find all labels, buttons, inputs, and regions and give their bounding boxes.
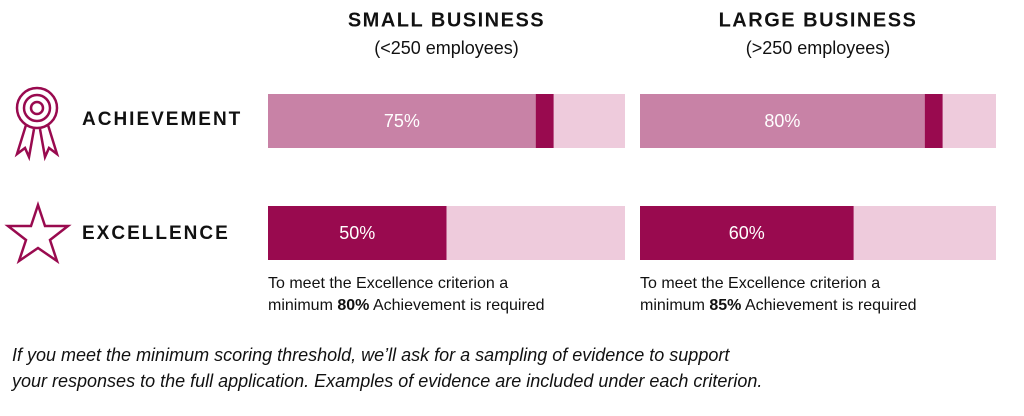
note-text: Achievement is required — [745, 297, 917, 314]
column-title: SMALL BUSINESS — [348, 9, 545, 31]
footnote: your responses to the full application. … — [10, 371, 762, 391]
note-line: To meet the Excellence criterion a — [268, 275, 508, 292]
value-label: 50% — [339, 223, 375, 243]
note-threshold: 85% — [709, 297, 741, 314]
row-label: EXCELLENCE — [82, 223, 230, 244]
star-icon — [4, 201, 72, 265]
value-label: 60% — [729, 223, 765, 243]
note-threshold: 80% — [337, 297, 369, 314]
footnote: If you meet the minimum scoring threshol… — [12, 345, 730, 365]
column-subtitle: (>250 employees) — [746, 38, 891, 58]
note-line: To meet the Excellence criterion a — [640, 275, 880, 292]
value-label: 75% — [384, 111, 420, 131]
bar — [268, 206, 447, 260]
value-label: 80% — [764, 111, 800, 131]
threshold-marker — [924, 94, 943, 148]
bar — [640, 206, 854, 260]
note-text: minimum — [268, 297, 333, 314]
bar — [268, 94, 536, 148]
note-line: minimum 80% Achievement is required — [268, 297, 545, 314]
threshold-marker — [535, 94, 554, 148]
note-line: minimum 85% Achievement is required — [640, 297, 917, 314]
column-subtitle: (<250 employees) — [374, 38, 519, 58]
bar — [640, 94, 925, 148]
medal-icon — [14, 86, 60, 162]
row-label: ACHIEVEMENT — [82, 109, 242, 130]
note-text: minimum — [640, 297, 705, 314]
note-text: Achievement is required — [373, 297, 545, 314]
column-title: LARGE BUSINESS — [719, 9, 918, 31]
